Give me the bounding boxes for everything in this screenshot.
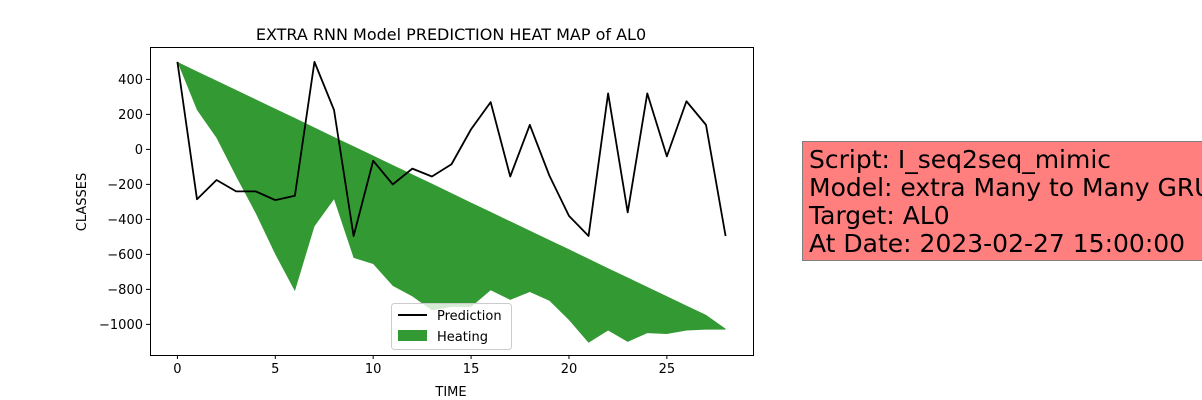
x-tick-label: 10 bbox=[365, 362, 382, 377]
y-tick-label: 200 bbox=[118, 108, 143, 123]
y-tick-label: −400 bbox=[107, 213, 143, 228]
prediction-line bbox=[176, 60, 727, 237]
y-tick-label: 0 bbox=[135, 143, 143, 158]
legend-label-prediction: Prediction bbox=[437, 309, 502, 324]
model-info-box: Script: I_seq2seq_mimic Model: extra Man… bbox=[802, 141, 1202, 261]
info-target: Target: AL0 bbox=[809, 201, 950, 230]
plot-area bbox=[176, 60, 727, 343]
legend: Prediction Heating bbox=[391, 303, 512, 350]
heating-area bbox=[177, 61, 726, 343]
x-axis: 0 5 10 15 20 25 bbox=[173, 355, 675, 377]
y-axis: 400 200 0 −200 −400 −600 −800 −1000 bbox=[99, 73, 150, 333]
y-tick-label: −1000 bbox=[99, 318, 143, 333]
x-tick-label: 15 bbox=[463, 362, 480, 377]
x-axis-label: TIME bbox=[434, 385, 466, 400]
info-script: Script: I_seq2seq_mimic bbox=[809, 145, 1112, 174]
y-tick-label: −600 bbox=[107, 248, 143, 263]
y-tick-label: −800 bbox=[107, 283, 143, 298]
legend-fill-swatch bbox=[398, 330, 427, 341]
y-tick-label: 400 bbox=[118, 73, 143, 88]
chart-title: EXTRA RNN Model PREDICTION HEAT MAP of A… bbox=[256, 25, 646, 44]
y-tick-label: −200 bbox=[107, 178, 143, 193]
info-date: At Date: 2023-02-27 15:00:00 bbox=[809, 229, 1186, 258]
y-axis-label: CLASSES bbox=[75, 173, 90, 231]
axes-frame bbox=[150, 47, 754, 356]
info-model: Model: extra Many to Many GRU bbox=[809, 173, 1202, 202]
legend-label-heating: Heating bbox=[437, 330, 488, 345]
x-tick-label: 25 bbox=[659, 362, 676, 377]
x-tick-label: 0 bbox=[173, 362, 181, 377]
x-tick-label: 5 bbox=[271, 362, 279, 377]
x-tick-label: 20 bbox=[561, 362, 578, 377]
